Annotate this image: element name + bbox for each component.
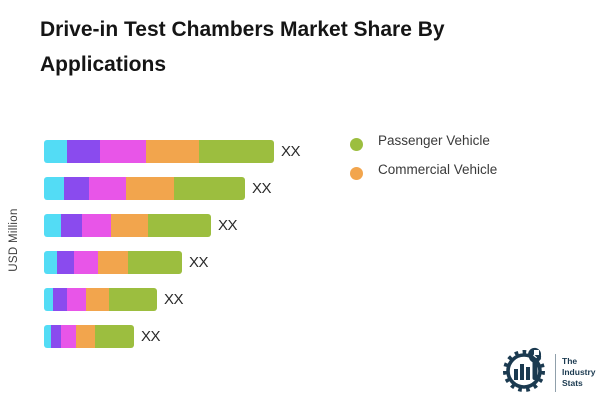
bar-segment [44, 140, 67, 163]
legend: Passenger Vehicle Commercial Vehicle [350, 131, 498, 180]
commercial-vehicle-dot-icon [350, 167, 363, 180]
bar-row: XX [44, 214, 300, 237]
logo-line: Industry [562, 367, 596, 377]
industry-stats-logo: The Industry Stats [503, 347, 596, 398]
stacked-bar [44, 251, 182, 274]
legend-item-commercial-vehicle: Commercial Vehicle [350, 160, 498, 180]
bar-segment [44, 177, 64, 200]
bar-segment [146, 140, 199, 163]
bar-segment [44, 288, 53, 311]
bar-segment [89, 177, 126, 200]
bar-segment [61, 214, 82, 237]
bar-segment [67, 140, 100, 163]
bar-row: XX [44, 251, 300, 274]
bar-segment [64, 177, 89, 200]
bar-value-label: XX [164, 291, 184, 308]
stacked-bar [44, 140, 274, 163]
logo-wordmark: The Industry Stats [562, 356, 596, 389]
bar-segment [95, 325, 134, 348]
bar-segment [61, 325, 76, 348]
bar-segment [174, 177, 245, 200]
bar-segment [53, 288, 67, 311]
bar-value-label: XX [252, 180, 272, 197]
bar-segment [109, 288, 157, 311]
logo-line: Stats [562, 378, 583, 388]
chart-title: Drive-in Test Chambers Market Share By A… [40, 18, 445, 76]
bar-segment [76, 325, 95, 348]
bar-segment [86, 288, 109, 311]
bar-segment [44, 325, 51, 348]
y-axis-label: USD Million [8, 208, 20, 272]
bar-segment [128, 251, 182, 274]
bar-segment [126, 177, 174, 200]
legend-label: Passenger Vehicle [378, 133, 490, 148]
bar-segment [44, 251, 57, 274]
bar-segment [98, 251, 128, 274]
bar-row: XX [44, 140, 301, 163]
stacked-bar [44, 177, 245, 200]
gear-wrench-chart-icon [503, 347, 549, 398]
bar-segment [74, 251, 98, 274]
legend-item-passenger-vehicle: Passenger Vehicle [350, 131, 497, 151]
bar-row: XX [44, 288, 300, 311]
bar-segment [111, 214, 148, 237]
stacked-bar-chart: XX XX XX XX XX XX [44, 140, 301, 362]
bar-value-label: XX [141, 328, 161, 345]
bar-segment [199, 140, 274, 163]
bar-segment [148, 214, 211, 237]
stacked-bar [44, 325, 134, 348]
passenger-vehicle-dot-icon [350, 138, 363, 151]
bar-value-label: XX [218, 217, 238, 234]
bar-segment [51, 325, 61, 348]
bar-segment [57, 251, 74, 274]
bar-row: XX [44, 325, 300, 348]
bar-value-label: XX [189, 254, 209, 271]
bar-segment [82, 214, 111, 237]
bar-segment [44, 214, 61, 237]
bar-segment [67, 288, 86, 311]
logo-divider [555, 353, 556, 392]
bar-segment [100, 140, 146, 163]
stacked-bar [44, 214, 211, 237]
stacked-bar [44, 288, 157, 311]
bar-value-label: XX [281, 143, 301, 160]
logo-line: The [562, 356, 578, 366]
legend-label: Commercial Vehicle [378, 162, 498, 177]
bar-row: XX [44, 177, 300, 200]
